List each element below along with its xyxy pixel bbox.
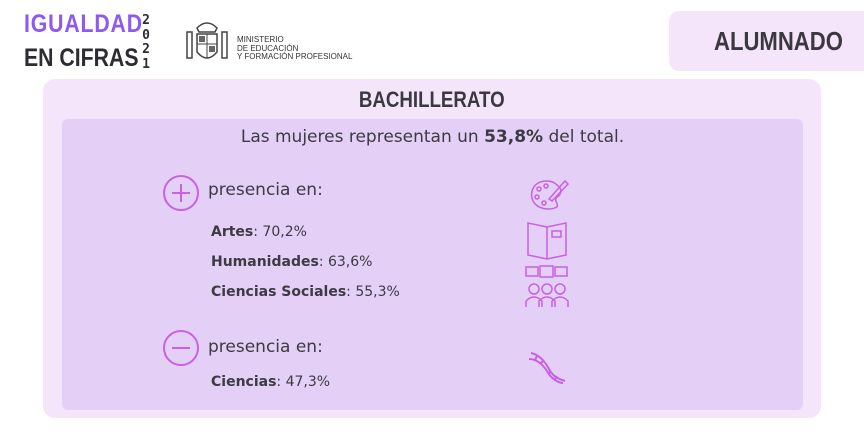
item-name: Ciencias <box>211 374 277 390</box>
plus-circle-icon <box>163 175 199 211</box>
section-tag-label: ALUMNADO <box>714 25 843 56</box>
item-value: : 70,2% <box>253 224 307 240</box>
year-digit: 2 <box>142 13 150 28</box>
lead-prefix: Las mujeres representan un <box>240 127 485 147</box>
item-name: Artes <box>211 224 254 240</box>
lead-statement: Las mujeres representan un 53,8% del tot… <box>62 127 803 147</box>
panel-title: BACHILLERATO <box>43 87 821 113</box>
item-value: : 55,3% <box>346 284 400 300</box>
item-value: : 63,6% <box>318 254 373 270</box>
dna-icon <box>528 352 566 384</box>
less-presence-label: presencia en: <box>208 337 323 357</box>
list-item: Artes: 70,2% <box>211 224 307 240</box>
stats-card: Las mujeres representan un 53,8% del tot… <box>62 119 803 410</box>
list-item: Ciencias Sociales: 55,3% <box>211 284 400 300</box>
year-digit: 2 <box>142 42 150 57</box>
logo-igualdad: IGUALDAD <box>24 10 143 38</box>
bachillerato-panel: BACHILLERATO Las mujeres representan un … <box>43 79 821 418</box>
people-feedback-icon <box>525 265 569 307</box>
lead-value: 53,8% <box>484 127 544 147</box>
coat-of-arms-icon <box>186 22 228 59</box>
section-tag: ALUMNADO <box>669 11 864 71</box>
logo-year: 2 0 2 1 <box>141 13 151 72</box>
item-name: Humanidades <box>211 254 319 270</box>
item-value: : 47,3% <box>276 374 331 390</box>
list-item: Humanidades: 63,6% <box>211 254 372 270</box>
list-item: Ciencias: 47,3% <box>211 374 330 390</box>
ministry-line: Y FORMACIÓN PROFESIONAL <box>237 52 353 61</box>
ministry-line: DE EDUCACIÓN <box>237 43 299 53</box>
lead-suffix: del total. <box>543 127 625 147</box>
more-presence-label: presencia en: <box>208 180 323 200</box>
item-name: Ciencias Sociales <box>211 284 347 300</box>
ministry-name: MINISTERIO DE EDUCACIÓN Y FORMACIÓN PROF… <box>237 35 353 62</box>
ministry-line: MINISTERIO <box>237 35 284 44</box>
minus-circle-icon <box>163 330 199 366</box>
palette-icon <box>530 179 570 210</box>
panel-title-text: BACHILLERATO <box>359 87 505 112</box>
year-digit: 1 <box>142 56 150 72</box>
logo-en-cifras: EN CIFRAS <box>24 44 139 72</box>
book-icon <box>527 222 567 260</box>
year-digit: 0 <box>142 27 150 43</box>
